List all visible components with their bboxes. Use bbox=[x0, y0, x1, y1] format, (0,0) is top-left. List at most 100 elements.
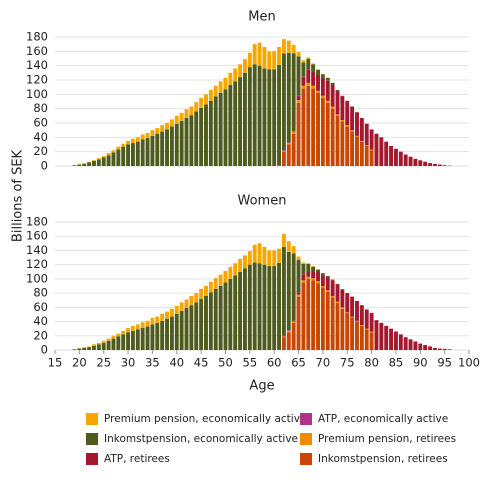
bar-segment bbox=[340, 289, 345, 308]
bar-segment bbox=[291, 321, 296, 323]
bar-segment bbox=[281, 337, 286, 350]
bar-segment bbox=[286, 40, 291, 53]
bar-segment bbox=[281, 246, 286, 336]
bar-segment bbox=[243, 59, 247, 73]
bar-segment bbox=[233, 275, 238, 350]
bar-segment bbox=[247, 264, 252, 350]
bar-segment bbox=[393, 148, 398, 166]
bar-segment bbox=[286, 330, 291, 331]
bar-segment bbox=[359, 141, 364, 166]
bar-segment bbox=[160, 320, 165, 350]
bar-segment bbox=[403, 154, 408, 166]
x-tick-label: 80 bbox=[364, 356, 379, 370]
legend-swatch bbox=[86, 433, 98, 445]
bar-segment bbox=[130, 138, 135, 144]
bar-segment bbox=[96, 344, 101, 350]
bar-segment bbox=[306, 271, 311, 277]
y-tick-label: 0 bbox=[41, 159, 48, 173]
bar-segment bbox=[301, 262, 306, 264]
bar-segment bbox=[204, 286, 208, 296]
x-tick-label: 70 bbox=[316, 356, 331, 370]
bar-segment bbox=[364, 328, 369, 330]
bar-segment bbox=[213, 96, 218, 166]
x-tick-label: 60 bbox=[267, 356, 282, 370]
bar-segment bbox=[369, 331, 374, 333]
bar-segment bbox=[306, 278, 311, 350]
bar-segment bbox=[350, 130, 355, 132]
bar-segment bbox=[330, 82, 335, 86]
bar-segment bbox=[257, 65, 262, 166]
bar-segment bbox=[204, 94, 208, 105]
legend-swatch bbox=[86, 453, 98, 465]
bar-segment bbox=[82, 163, 87, 166]
bar-segment bbox=[238, 271, 243, 350]
bar-segment bbox=[82, 163, 87, 164]
bar-segment bbox=[213, 278, 218, 289]
bar-segment bbox=[184, 117, 189, 166]
bar-segment bbox=[101, 340, 106, 343]
bar-segment bbox=[291, 320, 296, 322]
bar-segment bbox=[306, 82, 311, 86]
bar-segment bbox=[77, 164, 82, 166]
bar-segment bbox=[165, 318, 169, 350]
bar-segment bbox=[389, 328, 394, 350]
bar-segment bbox=[311, 278, 316, 281]
y-axis-label: Billions of SEK bbox=[11, 149, 26, 242]
bar-segment bbox=[311, 280, 316, 350]
bar-segment bbox=[350, 316, 355, 318]
bar-segment bbox=[291, 53, 296, 131]
bar-segment bbox=[135, 141, 140, 166]
bar-segment bbox=[306, 69, 311, 83]
bar-segment bbox=[379, 322, 384, 350]
bar-segment bbox=[145, 133, 150, 139]
bar-segment bbox=[311, 266, 316, 267]
x-tick-label: 25 bbox=[96, 356, 111, 370]
y-tick-label: 180 bbox=[26, 30, 48, 44]
bar-segment bbox=[272, 51, 277, 70]
bar-segment bbox=[121, 330, 126, 335]
bar-segment bbox=[262, 264, 267, 350]
bar-segment bbox=[179, 112, 184, 121]
bar-segment bbox=[82, 347, 87, 348]
bar-segment bbox=[145, 326, 150, 350]
bar-segment bbox=[238, 77, 243, 166]
y-tick-label: 40 bbox=[33, 130, 48, 144]
x-tick-label: 40 bbox=[169, 356, 184, 370]
x-tick-label: 95 bbox=[437, 356, 452, 370]
bar-segment bbox=[291, 322, 296, 350]
bar-segment bbox=[428, 346, 432, 350]
bar-segment bbox=[296, 256, 301, 261]
y-tick-label: 120 bbox=[26, 73, 48, 87]
bar-segment bbox=[247, 67, 252, 166]
bar-segment bbox=[418, 343, 423, 350]
bar-segment bbox=[277, 47, 281, 65]
bar-segment bbox=[184, 299, 189, 309]
x-tick-label: 90 bbox=[413, 356, 428, 370]
bar-segment bbox=[345, 312, 350, 314]
legend-label: Inkomstpension, economically active bbox=[104, 433, 298, 445]
bar-segment bbox=[277, 262, 281, 350]
bar-segment bbox=[267, 51, 272, 70]
bar-segment bbox=[111, 335, 116, 339]
bar-segment bbox=[296, 296, 301, 350]
bar-segment bbox=[267, 69, 272, 166]
bar-segment bbox=[359, 325, 364, 326]
bar-segment bbox=[286, 330, 291, 333]
y-tick-label: 100 bbox=[26, 271, 48, 285]
bar-segment bbox=[116, 336, 121, 350]
bar-segment bbox=[233, 81, 238, 166]
bar-segment bbox=[369, 332, 374, 350]
bar-segment bbox=[355, 135, 359, 137]
bar-segment bbox=[296, 102, 301, 166]
bar-segment bbox=[194, 302, 199, 350]
bar-segment bbox=[320, 287, 325, 350]
chart-title: Men bbox=[248, 10, 275, 25]
bar-segment bbox=[330, 85, 335, 107]
bar-segment bbox=[135, 329, 140, 350]
bar-segment bbox=[369, 149, 374, 151]
bar-segment bbox=[437, 164, 442, 166]
bar-segment bbox=[330, 280, 335, 296]
bar-segment bbox=[286, 144, 291, 166]
bar-segment bbox=[296, 52, 301, 57]
bar-segment bbox=[243, 72, 247, 166]
